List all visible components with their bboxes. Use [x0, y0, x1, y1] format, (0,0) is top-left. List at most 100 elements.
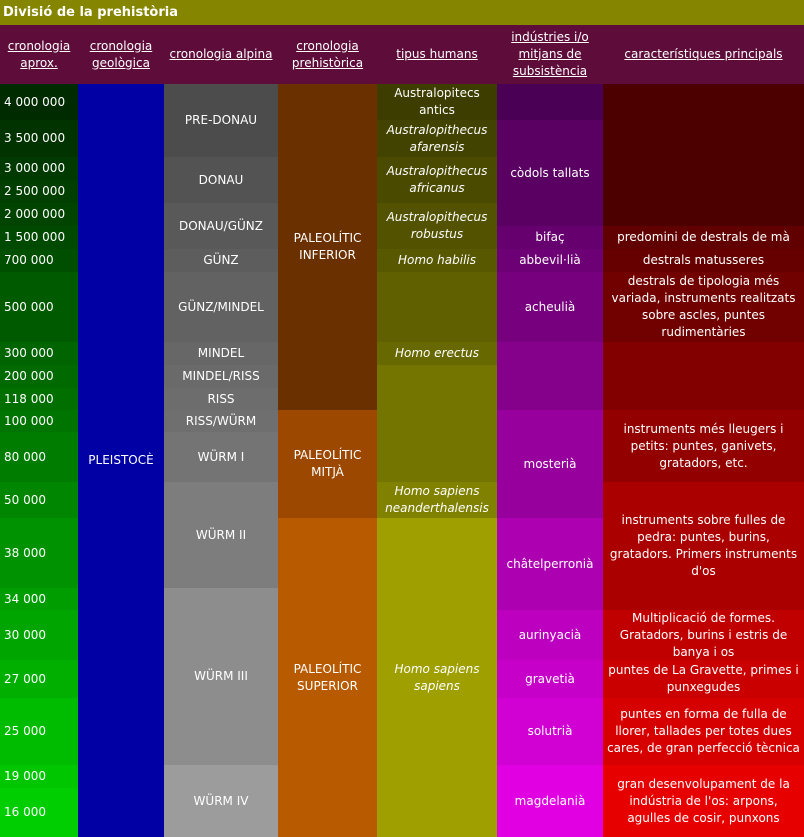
table-cell — [497, 342, 603, 410]
cell-text: gran desenvolupament de la indústria de … — [617, 776, 790, 825]
cell-text: GÜNZ — [203, 253, 239, 267]
table-cell: MINDEL — [164, 342, 278, 365]
table-cell: 700 000 — [0, 249, 78, 272]
table-cell: Homo erectus — [377, 342, 497, 365]
column-header[interactable]: cronologia prehistòrica — [278, 25, 377, 84]
table-cell: 3 500 000 — [0, 120, 78, 157]
cell-text: 3 500 000 — [4, 131, 66, 145]
table-cell: mosterià — [497, 410, 603, 518]
cell-text: aurinyacià — [518, 627, 582, 642]
cell-text: acheulià — [524, 299, 576, 314]
cell-text: destrals matusseres — [642, 253, 765, 267]
cell-text: gravetià — [525, 671, 575, 686]
cell-text: WÜRM IV — [193, 793, 249, 808]
cell-text: 38 000 — [4, 545, 46, 560]
cell-text: 100 000 — [4, 413, 54, 428]
cell-text: 500 000 — [4, 299, 54, 314]
table-cell: 300 000 — [0, 342, 78, 365]
cell-text: PRE-DONAU — [184, 113, 258, 127]
table-cell: WÜRM III — [164, 588, 278, 765]
cell-text: châtelperronià — [506, 556, 594, 571]
cell-text: Australopithecus afarensis — [386, 122, 488, 154]
table-cell — [603, 342, 804, 410]
table-cell: PALEOLÍTIC SUPERIOR — [278, 518, 377, 837]
cell-text: MINDEL — [197, 346, 245, 360]
table-cell: gravetià — [497, 660, 603, 698]
cell-text: cronologia prehistòrica — [291, 38, 364, 70]
table-cell: Homo sapiens sapiens — [377, 518, 497, 837]
cell-text: Australopithecus africanus — [386, 164, 488, 195]
table-cell: 30 000 — [0, 610, 78, 660]
cell-text: PALEOLÍTIC INFERIOR — [293, 231, 362, 262]
cell-text: GÜNZ/MINDEL — [178, 299, 264, 314]
cell-text: 2 000 000 — [4, 207, 66, 221]
table-cell: Homo sapiens neanderthalensis — [377, 482, 497, 518]
table-cell: Australopithecus robustus — [377, 203, 497, 249]
cell-text: Homo habilis — [397, 253, 477, 267]
cell-text: PLEISTOCÈ — [88, 453, 154, 467]
table-cell — [377, 365, 497, 482]
table-cell — [497, 84, 603, 120]
table-cell: còdols tallats — [497, 120, 603, 226]
table-cell: WÜRM I — [164, 432, 278, 482]
cell-text: DONAU/GÜNZ — [179, 218, 263, 233]
cell-text: PALEOLÍTIC MITJÀ — [293, 448, 362, 479]
cell-text: 300 000 — [4, 346, 54, 360]
table-cell: DONAU/GÜNZ — [164, 203, 278, 249]
table-cell: 25 000 — [0, 698, 78, 765]
table-cell: puntes en forma de fulla de llorer, tall… — [603, 698, 804, 765]
table-cell: PALEOLÍTIC MITJÀ — [278, 410, 377, 518]
cell-text: 1 500 000 — [4, 230, 66, 244]
cell-text: DONAU — [198, 172, 244, 187]
table-cell: Multiplicació de formes. Gratadors, buri… — [603, 610, 804, 660]
column-header[interactable]: cronologia alpina — [164, 25, 278, 84]
cell-text: WÜRM I — [197, 449, 245, 464]
cell-text: 118 000 — [4, 391, 54, 406]
table-cell: 2 500 000 — [0, 180, 78, 203]
table-cell: solutrià — [497, 698, 603, 765]
table-cell: 200 000 — [0, 365, 78, 388]
column-header[interactable]: tipus humans — [377, 25, 497, 84]
table-cell: châtelperronià — [497, 518, 603, 610]
cell-text: 80 000 — [4, 449, 46, 464]
cell-text: instruments sobre fulles de pedra: punte… — [609, 513, 798, 578]
cell-text: cronologia aprox. — [7, 38, 71, 70]
cell-text: característiques principals — [624, 47, 783, 61]
column-header[interactable]: cronologia geològica — [78, 25, 164, 84]
cell-text: tipus humans — [396, 47, 478, 61]
cell-text: Homo sapiens sapiens — [394, 661, 480, 693]
cell-text: PALEOLÍTIC SUPERIOR — [293, 661, 362, 693]
cell-text: 2 500 000 — [4, 184, 66, 198]
table-cell: abbevil·lià — [497, 249, 603, 272]
column-header[interactable]: característiques principals — [603, 25, 804, 84]
table-cell: 16 000 — [0, 788, 78, 837]
column-header[interactable]: cronologia aprox. — [0, 25, 78, 84]
table-cell: PALEOLÍTIC INFERIOR — [278, 84, 377, 410]
cell-text: Australopithecus robustus — [386, 210, 488, 241]
table-cell: 2 000 000 — [0, 203, 78, 226]
table-cell: instruments sobre fulles de pedra: punte… — [603, 482, 804, 610]
page-title: Divisió de la prehistòria — [0, 0, 804, 25]
table-cell: bifaç — [497, 226, 603, 249]
table-cell: instruments més lleugers i petits: punte… — [603, 410, 804, 482]
table-cell: magdelanià — [497, 765, 603, 837]
cell-text: cronologia alpina — [169, 47, 273, 61]
cell-text: cronologia geològica — [89, 38, 153, 70]
cell-text: 34 000 — [4, 591, 46, 606]
table-cell: DONAU — [164, 157, 278, 203]
table-cell: destrals de tipologia més variada, instr… — [603, 272, 804, 342]
table-cell: 34 000 — [0, 588, 78, 610]
table-cell: PLEISTOCÈ — [78, 84, 164, 837]
cell-text: mosterià — [523, 456, 577, 471]
cell-text: 25 000 — [4, 724, 46, 738]
table-cell: predomini de destrals de mà — [603, 226, 804, 249]
cell-text: instruments més lleugers i petits: punte… — [623, 421, 784, 470]
cell-text: 16 000 — [4, 805, 46, 819]
table-cell: Australopitecs antics — [377, 84, 497, 120]
table-cell: 38 000 — [0, 518, 78, 588]
table-cell: destrals matusseres — [603, 249, 804, 272]
table-cell: 50 000 — [0, 482, 78, 518]
table-cell: GÜNZ/MINDEL — [164, 272, 278, 342]
column-header[interactable]: indústries i/o mitjans de subsistència — [497, 25, 603, 84]
cell-text: 30 000 — [4, 627, 46, 642]
